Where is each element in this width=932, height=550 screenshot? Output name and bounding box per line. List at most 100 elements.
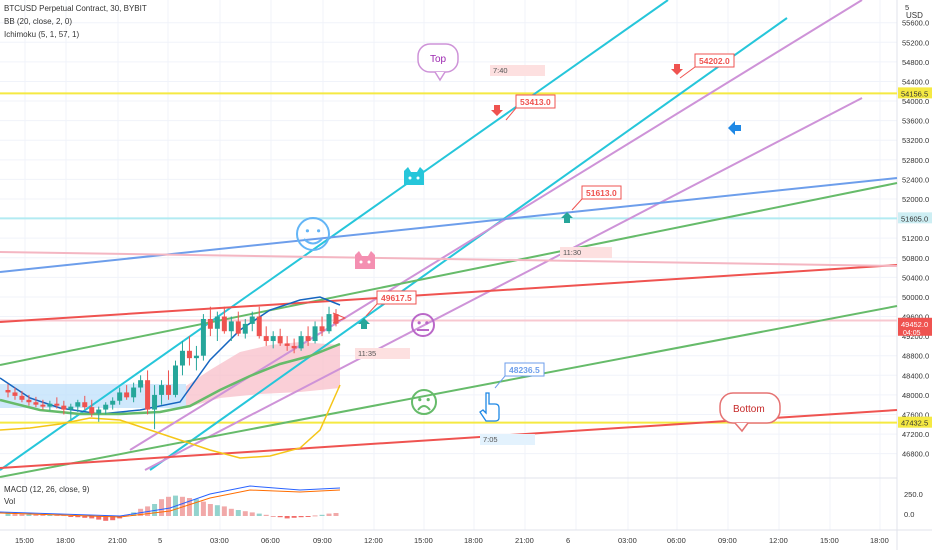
macd-bar — [291, 516, 297, 518]
macd-bar — [12, 513, 18, 516]
macd-bar — [298, 516, 304, 518]
candle-body — [47, 403, 53, 407]
arrow-left-icon — [728, 121, 741, 135]
candle-body — [291, 345, 297, 349]
macd-indicator-label[interactable]: MACD (12, 26, close, 9) — [4, 485, 90, 494]
price-label-box — [581, 185, 622, 200]
time-axis-label: 18:00 — [870, 536, 889, 545]
macd-bar — [110, 516, 116, 521]
candle-body — [61, 405, 67, 410]
candle-body — [68, 406, 74, 410]
candle-body — [193, 355, 199, 359]
price-tick-label: 53200.0 — [902, 136, 929, 145]
macd-bar — [47, 514, 53, 516]
candle-body — [207, 318, 213, 329]
price-tag-label: 51605.0 — [901, 214, 928, 223]
time-label-box — [490, 65, 545, 76]
price-tag-label: 47432.5 — [901, 419, 928, 428]
time-axis-label: 09:00 — [313, 536, 332, 545]
candle-body — [145, 380, 151, 410]
frown-face-icon-eye — [426, 398, 430, 402]
cat-icon-teal — [404, 167, 424, 185]
time-axis-label: 15:00 — [820, 536, 839, 545]
price-tag — [898, 87, 932, 99]
candle-body — [40, 404, 46, 407]
candle-body — [333, 314, 339, 324]
trendline-green-2 — [0, 305, 898, 478]
price-tick-label: 52000.0 — [902, 195, 929, 204]
macd-bar — [270, 516, 276, 517]
time-label-text: 7:05 — [483, 435, 498, 444]
time-axis-label: 15:00 — [15, 536, 34, 545]
price-tick-label: 54800.0 — [902, 58, 929, 67]
frown-face-icon — [411, 389, 437, 415]
time-axis-label: 21:00 — [108, 536, 127, 545]
time-label-box — [480, 434, 535, 445]
bb-upper — [0, 296, 341, 415]
macd-bar — [186, 498, 192, 516]
macd-bar — [75, 516, 81, 518]
callout-bottom-text: Bottom — [733, 404, 765, 415]
currency-label: USD — [906, 11, 923, 20]
macd-bar — [214, 505, 220, 516]
macd-bar — [96, 516, 102, 520]
candle-body — [228, 321, 234, 332]
price-label-box — [515, 94, 556, 109]
smile-face-icon-eye — [317, 229, 321, 233]
candle-body — [305, 336, 311, 342]
macd-bar — [193, 499, 199, 516]
cat-icon-teal-eye — [408, 176, 412, 180]
time-axis-label: 18:00 — [464, 536, 483, 545]
candle-body — [33, 402, 39, 405]
candle-body — [235, 321, 241, 334]
price-tick-label: 54000.0 — [902, 97, 929, 106]
price-tick-label: 49200.0 — [902, 332, 929, 341]
macd-bar — [5, 512, 11, 516]
macd-bar — [89, 516, 95, 519]
candle-body — [103, 404, 109, 410]
candle-body — [319, 326, 325, 332]
arrow-up-icon — [358, 318, 370, 329]
callout-bottom-tail — [734, 422, 749, 433]
candle-body — [82, 402, 88, 408]
price-tick-label: 54400.0 — [902, 77, 929, 86]
candle-body — [166, 385, 172, 395]
price-tag-label: 54156.5 — [901, 89, 928, 98]
macd-bar — [54, 514, 60, 516]
candle-body — [284, 343, 290, 346]
candle-body — [117, 392, 123, 401]
price-tick-label: 47600.0 — [902, 410, 929, 419]
macd-bar — [40, 514, 46, 516]
price-label-box — [376, 290, 417, 305]
time-axis-label: 12:00 — [364, 536, 383, 545]
price-tick-label: 55200.0 — [902, 38, 929, 47]
macd-bar — [249, 512, 255, 516]
time-label-text: 7:40 — [493, 66, 508, 75]
candle-body — [12, 392, 18, 396]
price-tag — [898, 212, 932, 224]
macd-bar — [26, 513, 32, 516]
volume-indicator-label[interactable]: Vol — [4, 497, 16, 506]
candle-body — [186, 350, 192, 359]
macd-axis-label: 0.0 — [904, 510, 914, 519]
time-axis-label: 06:00 — [667, 536, 686, 545]
price-label-box — [694, 53, 735, 68]
bb-indicator-label[interactable]: BB (20, close, 2, 0) — [4, 17, 73, 26]
candle-body — [5, 389, 11, 393]
arrow-up-icon — [561, 212, 573, 223]
macd-bar — [82, 516, 88, 518]
cat-icon-teal-eye — [416, 176, 420, 180]
frown-face-icon-eye — [418, 398, 422, 402]
ichimoku-indicator-label[interactable]: Ichimoku (5, 1, 57, 1) — [4, 30, 80, 39]
price-label-connector — [571, 198, 583, 211]
macd-bar — [256, 513, 262, 516]
price-tick-label: 50000.0 — [902, 293, 929, 302]
price-label-box — [504, 362, 545, 377]
price-label-connector — [505, 107, 517, 121]
candle-body — [54, 403, 60, 406]
arrow-down-icon — [671, 64, 683, 75]
candle-body — [277, 336, 283, 344]
price-tick-label: 47200.0 — [902, 430, 929, 439]
